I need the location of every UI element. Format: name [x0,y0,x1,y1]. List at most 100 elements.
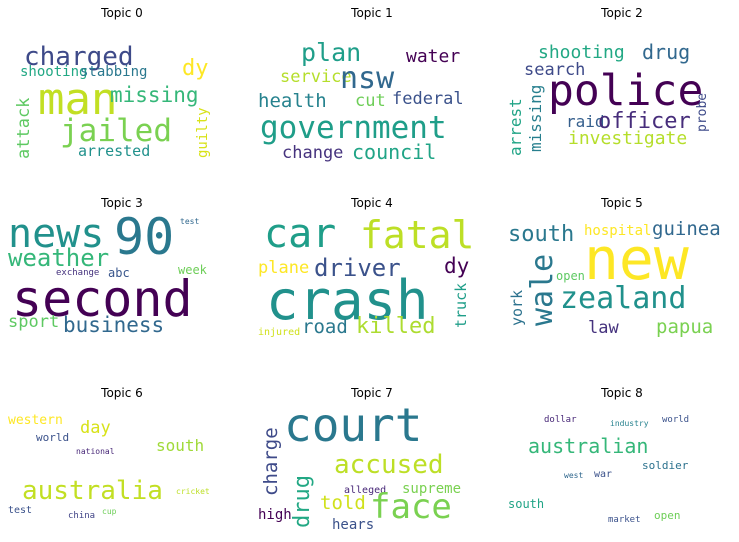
word-nsw: nsw [340,61,395,96]
word-injured: injured [258,327,301,338]
word-government: government [260,110,447,146]
word-change: change [282,143,344,162]
word-war: war [594,469,613,480]
word-wale: wale [525,253,560,326]
word-90: 90 [114,212,175,266]
word-told: told [320,492,366,514]
word-national: national [76,447,115,456]
word-week: week [178,263,207,277]
word-day: day [80,418,111,438]
word-car: car [264,212,337,257]
topic-panel-6: Topic 6 western day world national south aust… [8,386,236,542]
word-killed: killed [356,314,436,339]
word-hears: hears [332,517,375,533]
word-drug: drug [642,40,691,64]
word-open: open [654,509,681,522]
word-charged: charged [24,42,134,72]
word-water: water [406,46,461,67]
word-council: council [352,140,437,162]
word-dy: dy [182,56,209,81]
word-probe: probe [695,92,710,132]
word-dy: dy [444,254,470,278]
word-officer: officer [598,109,691,134]
word-investigate: investigate [568,128,688,149]
word-drug: drug [290,475,315,528]
word-shooting: shooting [538,42,625,63]
word-jailed: jailed [60,113,172,149]
topic-panel-2: Topic 2 shooting drug search police arrest mi… [508,6,736,162]
panel-title: Topic 1 [351,6,393,20]
word-open: open [556,269,585,283]
word-plan: plan [301,38,362,67]
word-cloud: shooting drug search police arrest missing rai… [508,22,736,162]
word-test: test [8,505,33,516]
topic-panel-1: Topic 1 plan water service nsw health cut fede… [258,6,486,162]
word-china: china [68,511,96,521]
word-cup: cup [102,507,117,516]
word-accused: accused [334,450,444,480]
word-charge: charge [260,427,282,496]
topic-panel-4: Topic 4 car fatal plane driver dy crash road ki… [258,196,486,352]
word-cloud: car fatal plane driver dy crash road killed truc… [258,212,486,352]
word-western: western [8,413,63,428]
word-police: police [548,66,704,116]
word-guilty: guilty [195,107,211,158]
word-fatal: fatal [360,213,475,257]
word-second: second [12,270,193,328]
word-south: south [508,222,575,247]
word-court: court [284,402,423,452]
word-arrested: arrested [78,142,151,160]
word-dollar: dollar [544,415,577,425]
panel-title: Topic 4 [351,196,393,210]
word-crash: crash [266,269,429,332]
panel-title: Topic 8 [601,386,643,400]
word-york: york [508,289,526,326]
word-news: news [8,212,105,257]
word-law: law [588,318,619,338]
word-search: search [524,60,586,80]
word-man: man [38,74,118,125]
word-test: test [180,217,200,226]
word-cloud: south hospital guinea new open york wale zealan… [508,212,736,352]
panel-title: Topic 0 [101,6,143,20]
word-cricket: cricket [176,487,210,496]
word-abc: abc [108,266,130,280]
word-arrest: arrest [508,98,525,156]
word-federal: federal [392,89,464,109]
word-missing: missing [526,84,545,152]
word-high: high [258,507,292,523]
word-face: face [370,487,452,527]
topic-panel-7: Topic 7 court charge accused supreme alleged… [258,386,486,542]
topic-panel-3: Topic 3 news 90 test weather week exchange abc… [8,196,236,352]
word-weather: weather [8,244,110,272]
word-industry: industry [610,419,649,428]
word-cloud: plan water service nsw health cut federal gover… [258,22,486,162]
word-soldier: soldier [642,459,689,472]
word-cloud: western day world national south australia cri… [8,402,236,542]
panel-title: Topic 3 [101,196,143,210]
word-world: world [36,431,70,444]
word-alleged: alleged [344,485,387,496]
word-australia: australia [22,476,163,506]
word-hospital: hospital [584,223,652,239]
word-australian: australian [528,434,649,458]
word-south: south [156,436,205,455]
word-shooting: shooting [20,64,88,80]
word-papua: papua [656,316,714,338]
word-raid: raid [566,112,605,131]
word-stabbing: stabbing [80,64,148,80]
word-attack: attack [14,97,34,159]
word-health: health [258,90,327,112]
word-plane: plane [258,258,310,278]
word-market: market [608,515,641,525]
word-road: road [302,316,348,338]
word-business: business [63,313,165,337]
topic-panel-0: Topic 0 man charged jailed missing dy shootin… [8,6,236,162]
word-new: new [584,225,689,293]
word-west: west [564,471,584,480]
word-exchange: exchange [56,268,100,278]
word-truck: truck [452,282,470,328]
panel-title: Topic 6 [101,386,143,400]
word-cut: cut [355,91,386,111]
topic-panel-8: Topic 8 dollar industry world australian sol… [508,386,736,542]
